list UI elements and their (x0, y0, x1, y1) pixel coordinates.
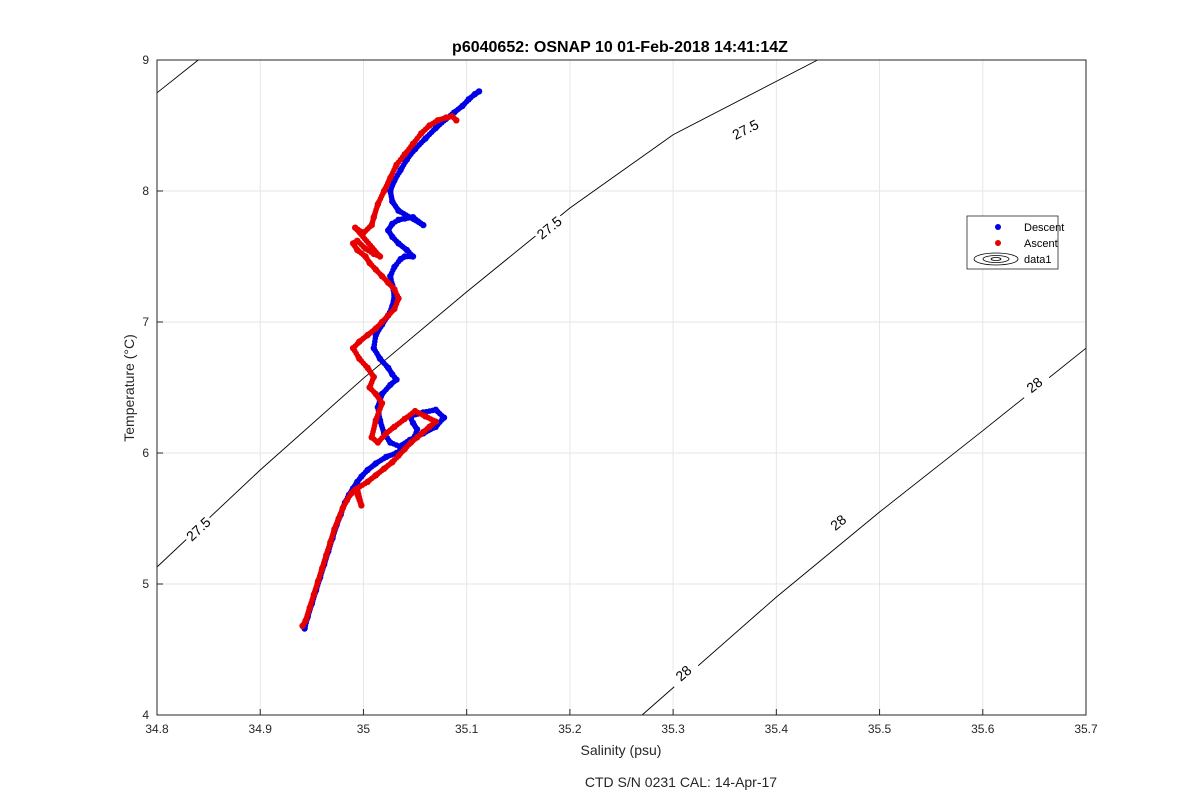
y-tick-label: 7 (142, 315, 149, 329)
legend-label-ascent: Ascent (1024, 238, 1058, 250)
contour-label-bg (531, 210, 568, 245)
x-axis-label: Salinity (psu) (581, 742, 662, 758)
contour-label-bg (820, 505, 857, 540)
contour-label-bg (1016, 367, 1053, 402)
x-tick-label: 34.8 (145, 722, 169, 736)
y-axis-ticks: 4 5 6 7 8 9 (142, 53, 163, 722)
y-tick-label: 5 (142, 577, 149, 591)
contour-label-bg (665, 655, 702, 691)
point-descent (475, 88, 483, 95)
x-tick-label: 35.1 (455, 722, 479, 736)
x-tick-label: 35.5 (868, 722, 892, 736)
contour-label-bg (727, 114, 764, 145)
legend-label-data1: data1 (1024, 254, 1052, 266)
x-tick-label: 34.9 (249, 722, 273, 736)
x-tick-label: 35.4 (765, 722, 789, 736)
x-tick-label: 35.7 (1074, 722, 1098, 736)
y-axis-label: Temperature (°C) (121, 334, 137, 442)
isopycnal-27.5 (156, 59, 199, 94)
isopycnal-27.5 (156, 59, 818, 568)
x-tick-label: 35.2 (558, 722, 582, 736)
data-points (299, 88, 483, 632)
axes-box (156, 59, 1087, 716)
y-tick-label: 9 (142, 53, 149, 67)
x-axis-ticks: 34.8 34.9 35 35.1 35.2 35.3 35.4 35.5 35.6 35.7 (145, 709, 1098, 736)
legend-entry-data1: data1 (973, 252, 1052, 266)
legend-entry-descent: Descent (995, 222, 1064, 234)
y-tick-label: 4 (142, 708, 149, 722)
legend-contour-icon-inner (982, 255, 1010, 263)
legend-contour-icon (973, 252, 1019, 266)
isopycnal-28 (641, 347, 1087, 716)
legend-box (966, 215, 1059, 270)
legend-contour-icon-core (990, 257, 1002, 261)
series-ascent (299, 113, 460, 630)
point-ascent (453, 117, 460, 124)
contour-label-bg (180, 511, 217, 547)
axes-background (157, 60, 1086, 715)
chart-title: p6040652: OSNAP 10 01-Feb-2018 14:41:14Z (452, 39, 788, 56)
x-tick-label: 35.6 (971, 722, 995, 736)
legend-marker-ascent (995, 240, 1001, 246)
x-tick-label: 35 (357, 722, 371, 736)
y-tick-label: 6 (142, 446, 149, 460)
legend-marker-descent (995, 224, 1001, 230)
x-tick-label: 35.3 (661, 722, 685, 736)
legend-label-descent: Descent (1024, 222, 1064, 234)
legend-entry-ascent: Ascent (995, 238, 1058, 250)
legend: Descent Ascent data1 (966, 215, 1064, 270)
y-tick-label: 8 (142, 184, 149, 198)
calibration-footer: CTD S/N 0231 CAL: 14-Apr-17 (585, 774, 777, 790)
